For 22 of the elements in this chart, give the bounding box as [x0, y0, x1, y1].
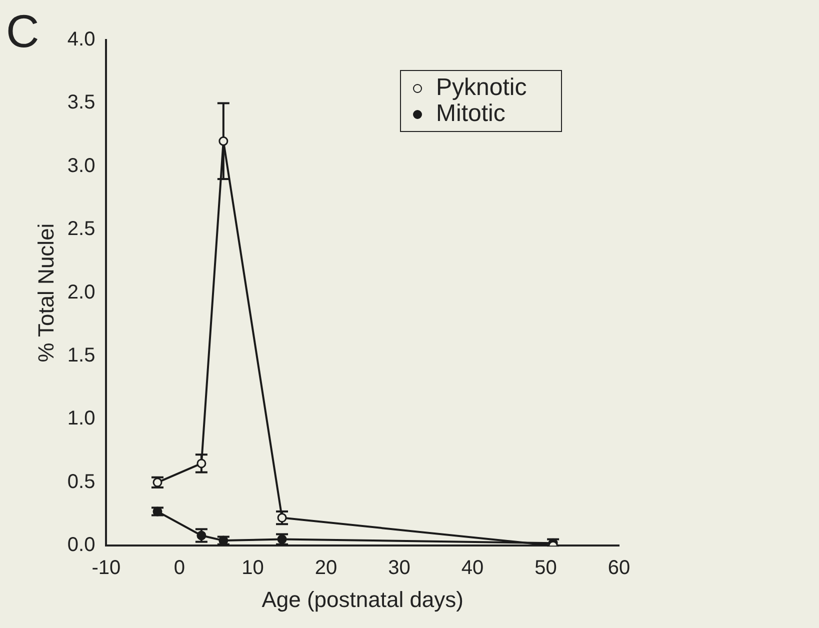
y-tick-label: 0.0	[67, 534, 96, 556]
y-tick-label: 1.0	[67, 408, 96, 430]
y-tick-label: 2.5	[67, 218, 96, 240]
y-tick-label: 2.0	[67, 281, 96, 304]
x-tick-label: 30	[388, 557, 410, 580]
x-tick-label: 0	[174, 557, 186, 580]
y-tick-label: 1.5	[67, 344, 96, 367]
x-tick-label: 60	[608, 557, 630, 580]
legend-label: Mitotic	[435, 100, 506, 127]
y-tick-label: 3.5	[67, 92, 96, 114]
legend-label: Pyknotic	[435, 74, 527, 101]
x-axis-title: Age (postnatal days)	[262, 586, 464, 612]
y-tick-label: 4.0	[67, 28, 96, 51]
x-tick-label: 50	[534, 557, 557, 580]
x-tick-label: 20	[314, 557, 338, 580]
y-tick-label: 0.5	[67, 470, 96, 493]
y-tick-label: 3.0	[67, 154, 96, 177]
x-tick-label: 10	[242, 557, 264, 580]
x-tick-label: -10	[92, 557, 121, 580]
text: C	[6, 4, 40, 58]
x-tick-label: 40	[461, 557, 484, 580]
y-axis-title: % Total Nuclei	[33, 223, 58, 362]
